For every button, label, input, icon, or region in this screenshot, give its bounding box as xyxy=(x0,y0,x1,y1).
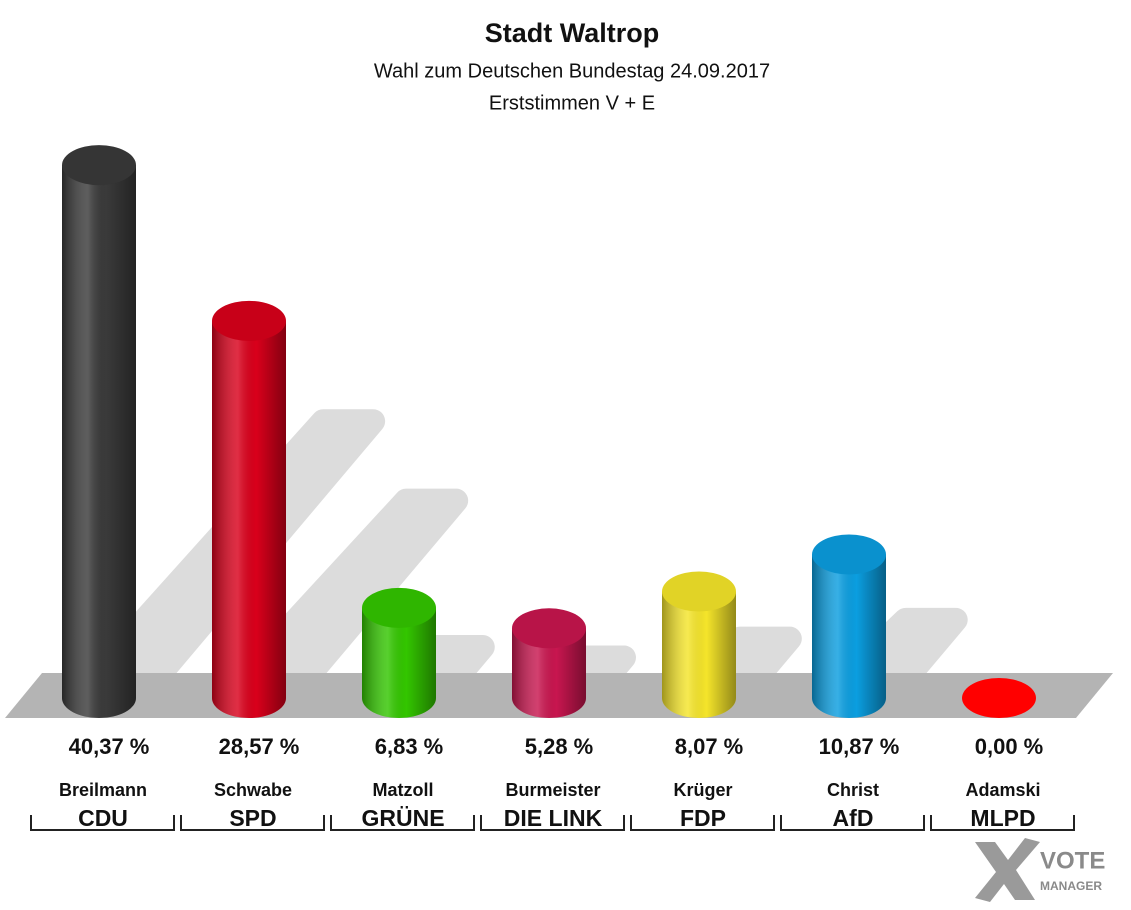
bar-shade xyxy=(362,607,436,718)
x-tick-label: SPD xyxy=(229,805,276,831)
x-tick-label: DIE LINK xyxy=(504,805,603,831)
bar-top xyxy=(512,608,586,649)
logo-text: VOTE xyxy=(1040,847,1105,874)
bar xyxy=(812,534,886,718)
bar-top-shade xyxy=(812,534,886,575)
bar xyxy=(512,608,586,718)
bar-top-shade xyxy=(362,587,436,628)
category-bracket xyxy=(30,815,175,831)
bar-top xyxy=(662,571,736,612)
candidate-label: Schwabe xyxy=(214,780,292,800)
value-label: 6,83 % xyxy=(375,734,444,759)
bar xyxy=(962,678,1036,718)
bar-top-shade xyxy=(212,300,286,341)
x-tick-label: FDP xyxy=(680,805,726,831)
value-label: 0,00 % xyxy=(975,734,1044,759)
candidate-label: Christ xyxy=(827,780,879,800)
bars xyxy=(62,145,1036,719)
x-tick-label: GRÜNE xyxy=(361,805,444,831)
bar-top xyxy=(812,534,886,575)
bar-top xyxy=(362,587,436,628)
x-tick-label: CDU xyxy=(78,805,128,831)
logo: VOTE MANAGER xyxy=(975,838,1105,902)
bar-top-shade xyxy=(62,145,136,186)
category-bracket xyxy=(780,815,925,831)
x-tick-label: AfD xyxy=(833,805,874,831)
value-label: 5,28 % xyxy=(525,734,594,759)
bar-shade xyxy=(812,554,886,718)
bar xyxy=(362,587,436,718)
bar-shade xyxy=(212,320,286,718)
bar-top-shade xyxy=(662,571,736,612)
category-bracket xyxy=(330,815,475,831)
category-bracket xyxy=(480,815,625,831)
x-tick-label: MLPD xyxy=(970,805,1035,831)
bar-shade xyxy=(62,165,136,719)
chart-title: Stadt Waltrop xyxy=(485,18,660,48)
logo-text: MANAGER xyxy=(1040,879,1102,893)
bar-top xyxy=(62,145,136,186)
bar-top xyxy=(212,300,286,341)
bar xyxy=(212,300,286,718)
category-bracket xyxy=(630,815,775,831)
value-label: 28,57 % xyxy=(219,734,300,759)
chart-subtitle: Wahl zum Deutschen Bundestag 24.09.2017 xyxy=(374,60,770,82)
bar-top-shade xyxy=(512,608,586,649)
category-bracket xyxy=(180,815,325,831)
value-label: 10,87 % xyxy=(819,734,900,759)
bar-shade xyxy=(662,591,736,718)
category-bracket xyxy=(930,815,1075,831)
bar xyxy=(62,145,136,719)
logo-icon xyxy=(975,838,1040,902)
bar-top xyxy=(962,678,1036,718)
candidate-label: Matzoll xyxy=(373,780,434,800)
value-label: 8,07 % xyxy=(675,734,744,759)
bar-shade xyxy=(512,628,586,718)
candidate-label: Adamski xyxy=(965,780,1040,800)
value-label: 40,37 % xyxy=(69,734,150,759)
candidate-label: Breilmann xyxy=(59,780,147,800)
chart-subtitle: Erststimmen V + E xyxy=(489,92,655,114)
candidate-label: Krüger xyxy=(673,780,732,800)
bar xyxy=(662,571,736,718)
candidate-label: Burmeister xyxy=(505,780,600,800)
